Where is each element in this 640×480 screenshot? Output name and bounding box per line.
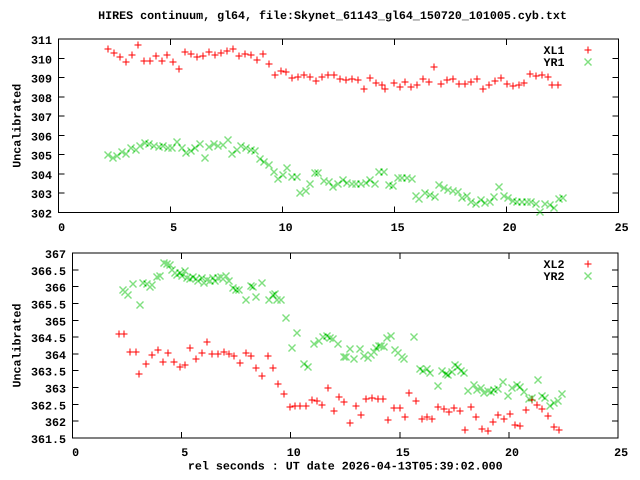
svg-text:365: 365 [45, 315, 66, 329]
svg-text:10: 10 [287, 446, 301, 460]
svg-text:HIRES continuum, gl64, file:Sk: HIRES continuum, gl64, file:Skynet_61143… [98, 9, 567, 23]
svg-text:361.5: 361.5 [31, 433, 66, 447]
svg-text:YR1: YR1 [544, 56, 565, 70]
svg-text:310: 310 [31, 53, 52, 67]
svg-text:363.5: 363.5 [31, 366, 66, 380]
svg-text:363: 363 [45, 383, 66, 397]
svg-text:364.5: 364.5 [31, 332, 66, 346]
svg-text:10: 10 [279, 221, 293, 235]
svg-text:XL1: XL1 [544, 44, 565, 58]
svg-text:362: 362 [45, 416, 66, 430]
svg-text:311: 311 [31, 34, 52, 48]
svg-text:302: 302 [31, 208, 52, 222]
svg-text:rel seconds : UT date 2026-04-: rel seconds : UT date 2026-04-13T05:39:0… [188, 460, 503, 474]
svg-text:365.5: 365.5 [31, 298, 66, 312]
svg-text:0: 0 [72, 446, 79, 460]
svg-text:367: 367 [45, 248, 66, 262]
svg-text:306: 306 [31, 130, 52, 144]
svg-text:303: 303 [31, 188, 52, 202]
svg-text:366.5: 366.5 [31, 265, 66, 279]
svg-text:Uncalibrated: Uncalibrated [11, 84, 25, 168]
svg-text:15: 15 [391, 221, 405, 235]
svg-text:308: 308 [31, 92, 52, 106]
svg-text:5: 5 [181, 446, 188, 460]
svg-text:Uncalibrated: Uncalibrated [11, 304, 25, 388]
svg-text:309: 309 [31, 73, 52, 87]
svg-text:307: 307 [31, 111, 52, 125]
svg-text:15: 15 [396, 446, 410, 460]
svg-text:20: 20 [503, 221, 517, 235]
svg-text:YR2: YR2 [544, 270, 565, 284]
svg-text:XL2: XL2 [544, 258, 565, 272]
svg-text:304: 304 [31, 169, 52, 183]
svg-text:0: 0 [58, 221, 65, 235]
svg-text:25: 25 [615, 221, 629, 235]
svg-text:20: 20 [505, 446, 519, 460]
svg-text:362.5: 362.5 [31, 399, 66, 413]
svg-text:5: 5 [170, 221, 177, 235]
svg-text:366: 366 [45, 282, 66, 296]
svg-text:25: 25 [614, 446, 628, 460]
svg-text:305: 305 [31, 150, 52, 164]
svg-text:364: 364 [45, 349, 66, 363]
